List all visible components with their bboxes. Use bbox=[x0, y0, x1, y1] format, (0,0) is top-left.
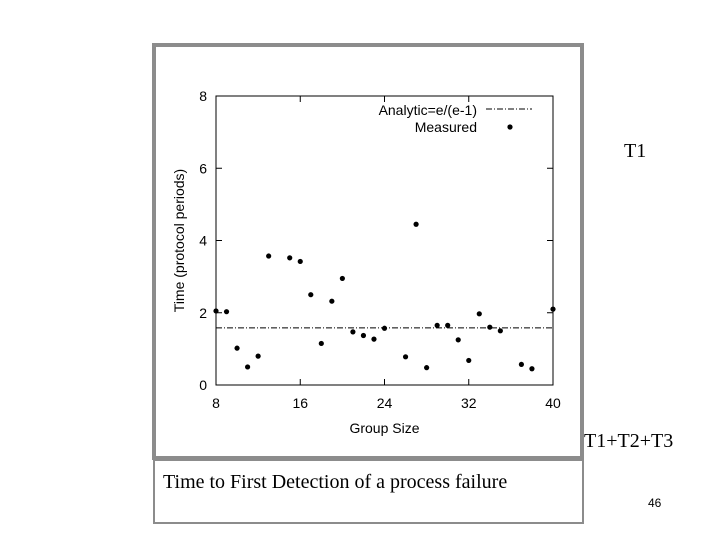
data-point bbox=[476, 311, 482, 317]
y-tick-label: 4 bbox=[199, 233, 207, 249]
page-number: 46 bbox=[648, 496, 662, 510]
data-point bbox=[487, 324, 493, 330]
t1t2t3-label: T1+T2+T3 bbox=[584, 430, 674, 452]
x-axis-label: Group Size bbox=[349, 420, 419, 436]
data-point bbox=[350, 329, 356, 335]
y-tick-label: 2 bbox=[199, 305, 207, 321]
data-point bbox=[529, 366, 535, 372]
legend-measured-label: Measured bbox=[415, 119, 477, 135]
x-tick-label: 24 bbox=[377, 395, 393, 411]
data-point bbox=[329, 298, 335, 304]
x-tick-label: 16 bbox=[292, 395, 308, 411]
t1-label: T1 bbox=[624, 140, 647, 162]
data-point bbox=[266, 253, 272, 259]
data-point bbox=[234, 345, 240, 351]
data-point bbox=[244, 364, 251, 370]
data-point bbox=[297, 258, 303, 265]
legend-measured-dot bbox=[507, 124, 513, 130]
data-point bbox=[371, 336, 377, 342]
data-point bbox=[445, 322, 451, 328]
plot-area bbox=[215, 95, 554, 386]
data-point bbox=[466, 357, 472, 364]
data-point bbox=[318, 340, 324, 347]
legend: Analytic=e/(e-1) Measured bbox=[379, 102, 532, 135]
caption-text: Time to First Detection of a process fai… bbox=[163, 471, 508, 493]
data-point bbox=[518, 361, 525, 368]
data-point bbox=[308, 292, 314, 298]
data-point bbox=[360, 332, 367, 339]
measured-points bbox=[213, 221, 556, 372]
data-point bbox=[223, 309, 230, 315]
axis-ticks bbox=[215, 95, 554, 386]
data-point bbox=[455, 337, 461, 343]
y-axis-label: Time (protocol periods) bbox=[171, 169, 187, 312]
x-tick-label: 32 bbox=[461, 395, 477, 411]
chart-frame bbox=[152, 43, 584, 460]
data-point bbox=[413, 221, 419, 227]
data-point bbox=[213, 308, 219, 314]
x-tick-label: 8 bbox=[212, 395, 220, 411]
data-point bbox=[424, 365, 430, 371]
data-point bbox=[255, 353, 261, 359]
data-point bbox=[381, 325, 388, 331]
y-tick-label: 0 bbox=[199, 377, 207, 393]
caption-box: Time to First Detection of a process fai… bbox=[153, 459, 584, 524]
y-tick-label: 8 bbox=[199, 88, 207, 104]
data-point bbox=[434, 322, 440, 328]
legend-analytic-label: Analytic=e/(e-1) bbox=[379, 102, 477, 118]
data-point bbox=[550, 306, 556, 312]
x-tick-label: 40 bbox=[545, 395, 561, 411]
y-tick-label: 6 bbox=[199, 160, 207, 176]
data-point bbox=[339, 275, 345, 282]
data-point bbox=[402, 354, 409, 360]
data-point bbox=[287, 255, 293, 261]
data-point bbox=[497, 328, 503, 334]
